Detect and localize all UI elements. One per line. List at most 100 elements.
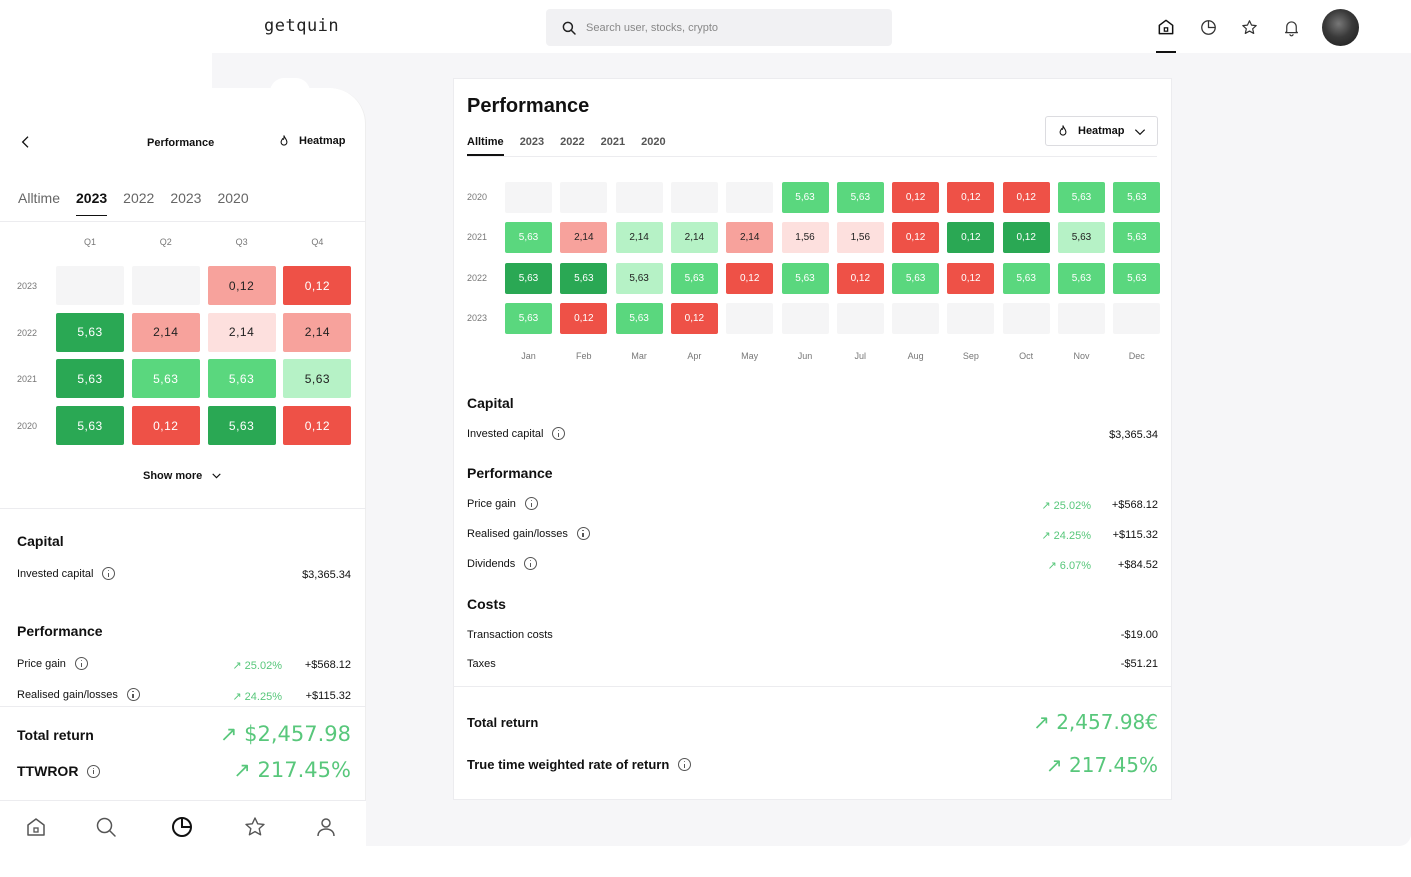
heatmap-cell[interactable] bbox=[892, 302, 940, 334]
mobile-tab-alltime[interactable]: Alltime bbox=[18, 190, 61, 206]
heatmap-cell[interactable]: 5,63 bbox=[283, 359, 352, 399]
back-arrow-icon[interactable] bbox=[18, 134, 34, 155]
show-more-button[interactable]: Show more bbox=[143, 469, 223, 482]
heatmap-cell[interactable] bbox=[726, 302, 774, 334]
heatmap-cell[interactable]: 0,12 bbox=[560, 302, 608, 334]
mobile-tab-2022[interactable]: 2022 bbox=[123, 190, 155, 206]
heatmap-cell[interactable]: 0,12 bbox=[283, 266, 352, 305]
user-icon[interactable] bbox=[314, 815, 338, 839]
heatmap-cell[interactable] bbox=[1058, 302, 1105, 334]
heatmap-cell[interactable]: 0,12 bbox=[726, 262, 774, 294]
heatmap-cell[interactable]: 0,12 bbox=[131, 406, 200, 446]
heatmap-cell[interactable] bbox=[505, 182, 552, 213]
heatmap-cell[interactable]: 2,14 bbox=[283, 312, 352, 352]
heatmap-cell[interactable]: 5,63 bbox=[56, 406, 124, 446]
heatmap-cell[interactable]: 5,63 bbox=[207, 406, 276, 446]
bell-icon[interactable] bbox=[1280, 16, 1302, 38]
home-icon[interactable] bbox=[24, 815, 48, 839]
heatmap-cell[interactable] bbox=[560, 182, 608, 213]
search-icon[interactable] bbox=[94, 815, 118, 839]
pie-chart-icon[interactable] bbox=[170, 815, 194, 839]
info-icon[interactable] bbox=[524, 497, 538, 510]
avatar[interactable] bbox=[1322, 9, 1359, 46]
info-icon[interactable] bbox=[126, 688, 140, 701]
heatmap-cell[interactable]: 2,14 bbox=[131, 312, 200, 352]
heatmap-cell[interactable]: 1,56 bbox=[836, 222, 884, 254]
heatmap-cell[interactable]: 2,14 bbox=[726, 222, 774, 254]
heatmap-cell[interactable]: 1,56 bbox=[781, 222, 829, 254]
tab-2022[interactable]: 2022 bbox=[560, 136, 585, 148]
heatmap-cell[interactable]: 0,12 bbox=[670, 302, 718, 334]
heatmap-cell[interactable]: 5,63 bbox=[56, 359, 124, 399]
heatmap-view-dropdown[interactable]: Heatmap bbox=[1045, 116, 1158, 146]
heatmap-cell[interactable]: 0,12 bbox=[1002, 182, 1050, 213]
heatmap-cell[interactable]: 5,63 bbox=[505, 262, 552, 294]
info-icon[interactable] bbox=[576, 527, 590, 540]
tab-2020[interactable]: 2020 bbox=[641, 136, 666, 148]
star-icon[interactable] bbox=[1238, 16, 1260, 38]
heatmap-cell[interactable]: 5,63 bbox=[836, 182, 884, 213]
star-icon[interactable] bbox=[243, 815, 267, 839]
heatmap-cell[interactable]: 5,63 bbox=[1113, 262, 1161, 294]
heatmap-cell[interactable]: 5,63 bbox=[1058, 182, 1105, 213]
heatmap-cell[interactable]: 0,12 bbox=[892, 222, 940, 254]
heatmap-cell[interactable]: 5,63 bbox=[207, 359, 276, 399]
heatmap-cell[interactable]: 5,63 bbox=[505, 302, 552, 334]
heatmap-cell[interactable]: 0,12 bbox=[947, 222, 995, 254]
heatmap-cell[interactable] bbox=[726, 182, 774, 213]
heatmap-cell[interactable]: 5,63 bbox=[781, 182, 829, 213]
heatmap-cell[interactable]: 5,63 bbox=[1002, 262, 1050, 294]
heatmap-cell[interactable]: 5,63 bbox=[615, 262, 663, 294]
heatmap-cell[interactable]: 5,63 bbox=[670, 262, 718, 294]
info-icon[interactable] bbox=[678, 758, 692, 771]
heatmap-cell[interactable]: 5,63 bbox=[1113, 182, 1161, 213]
heatmap-cell[interactable]: 0,12 bbox=[207, 266, 276, 305]
heatmap-cell[interactable] bbox=[1113, 302, 1161, 334]
heatmap-cell[interactable]: 0,12 bbox=[1002, 222, 1050, 254]
heatmap-cell[interactable]: 5,63 bbox=[1058, 222, 1105, 254]
tab-2021[interactable]: 2021 bbox=[600, 136, 626, 148]
heatmap-cell[interactable]: 0,12 bbox=[892, 182, 940, 213]
heatmap-cell[interactable]: 5,63 bbox=[615, 302, 663, 334]
mobile-tab-2023[interactable]: 2023 bbox=[76, 190, 108, 216]
heatmap-cell[interactable]: 5,63 bbox=[892, 262, 940, 294]
heatmap-cell[interactable]: 0,12 bbox=[836, 262, 884, 294]
heatmap-cell[interactable]: 2,14 bbox=[670, 222, 718, 254]
info-icon[interactable] bbox=[87, 764, 101, 778]
heatmap-cell[interactable]: 0,12 bbox=[947, 182, 995, 213]
heatmap-cell[interactable]: 5,63 bbox=[560, 262, 608, 294]
heatmap-cell[interactable]: 2,14 bbox=[207, 312, 276, 352]
tab-alltime[interactable]: Alltime bbox=[467, 136, 504, 156]
heatmap-cell[interactable]: 5,63 bbox=[781, 262, 829, 294]
heatmap-cell[interactable] bbox=[670, 182, 718, 213]
heatmap-cell[interactable]: 0,12 bbox=[947, 262, 995, 294]
heatmap-cell[interactable] bbox=[836, 302, 884, 334]
heatmap-cell[interactable] bbox=[56, 266, 124, 305]
heatmap-cell[interactable]: 5,63 bbox=[1113, 222, 1161, 254]
search-bar[interactable] bbox=[546, 9, 892, 46]
heatmap-cell[interactable] bbox=[781, 302, 829, 334]
mobile-tab-2020[interactable]: 2020 bbox=[217, 190, 249, 206]
heatmap-cell[interactable]: 5,63 bbox=[505, 222, 552, 254]
heatmap-cell[interactable]: 2,14 bbox=[560, 222, 608, 254]
info-icon[interactable] bbox=[102, 567, 116, 580]
info-icon[interactable] bbox=[74, 657, 88, 670]
tab-2023[interactable]: 2023 bbox=[519, 136, 545, 148]
app-logo[interactable]: getquin bbox=[264, 16, 340, 36]
heatmap-cell[interactable] bbox=[615, 182, 663, 213]
heatmap-cell[interactable] bbox=[131, 266, 200, 305]
heatmap-cell[interactable]: 0,12 bbox=[283, 406, 352, 446]
mobile-tab-2023[interactable]: 2023 bbox=[170, 190, 202, 206]
heatmap-cell[interactable] bbox=[947, 302, 995, 334]
info-icon[interactable] bbox=[524, 557, 538, 570]
heatmap-cell[interactable]: 5,63 bbox=[131, 359, 200, 399]
home-icon[interactable] bbox=[1155, 16, 1177, 38]
heatmap-cell[interactable]: 5,63 bbox=[1058, 262, 1105, 294]
mobile-heatmap-toggle[interactable]: Heatmap bbox=[277, 134, 345, 148]
heatmap-cell[interactable]: 5,63 bbox=[56, 312, 124, 352]
heatmap-cell[interactable] bbox=[1002, 302, 1050, 334]
info-icon[interactable] bbox=[552, 427, 566, 440]
heatmap-cell[interactable]: 2,14 bbox=[615, 222, 663, 254]
pie-chart-icon[interactable] bbox=[1197, 16, 1219, 38]
search-input[interactable] bbox=[586, 21, 866, 34]
